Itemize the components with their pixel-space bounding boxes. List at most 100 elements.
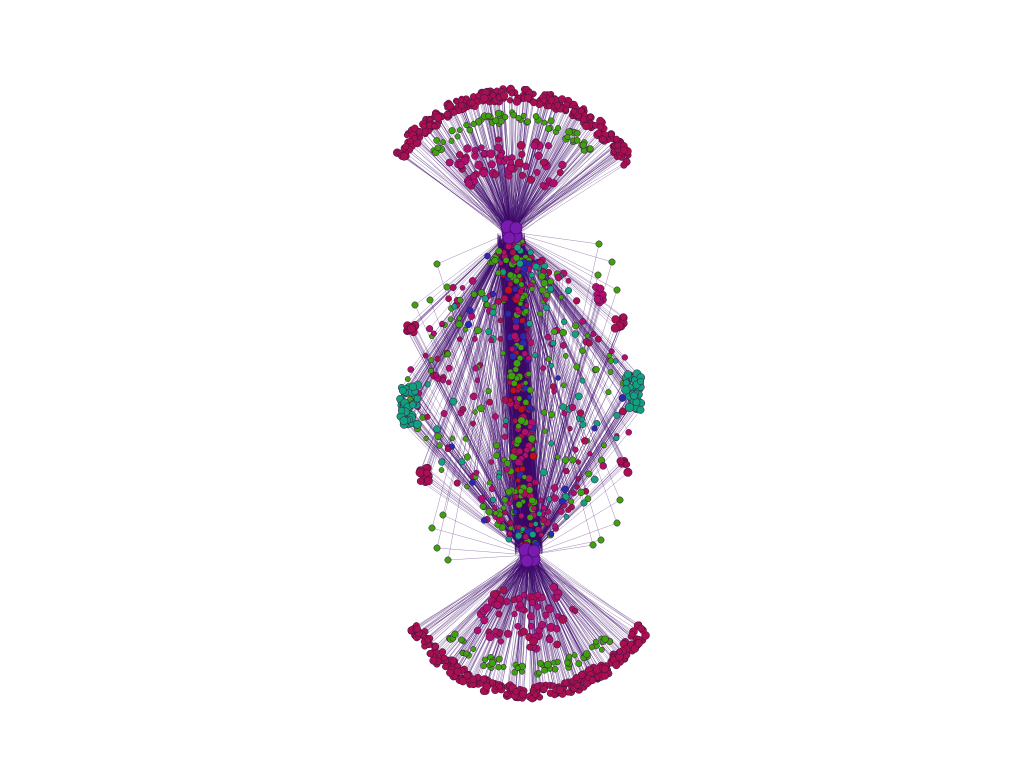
center-node [513, 277, 520, 285]
center-node [509, 352, 517, 361]
side-node [432, 371, 439, 379]
magenta-node [511, 610, 518, 618]
ring-node [614, 141, 621, 149]
side-node [520, 294, 526, 301]
side-node [560, 318, 568, 325]
magenta-node [542, 611, 550, 619]
green-node [434, 144, 442, 152]
ring-node [496, 683, 503, 690]
green-node [480, 662, 488, 670]
side-node [536, 510, 543, 517]
side-node [523, 308, 530, 315]
green-node [547, 117, 555, 125]
side-node [594, 335, 602, 343]
side-node [613, 411, 621, 419]
red-cluster-node [415, 468, 425, 478]
center-node [521, 474, 528, 480]
red-cluster-node [406, 324, 416, 334]
side-node [538, 272, 546, 281]
side-node [445, 364, 453, 372]
side-node [591, 425, 598, 432]
ring-node [431, 122, 438, 130]
center-node [519, 332, 527, 341]
red-cluster-node [623, 460, 631, 468]
side-node [563, 467, 570, 475]
green-node [463, 121, 470, 129]
ring-node [545, 102, 553, 110]
side-node [545, 508, 552, 515]
side-node [518, 281, 525, 288]
side-node [451, 303, 458, 310]
green-node [571, 652, 578, 658]
magenta-node [457, 161, 465, 169]
green-outlier-node [444, 556, 452, 564]
magenta-node [485, 632, 495, 642]
green-node [492, 117, 500, 125]
green-outlier-node [613, 286, 621, 294]
side-node [491, 505, 498, 511]
ring-node [524, 94, 532, 102]
side-node [551, 494, 559, 502]
teal-cluster-node [397, 406, 406, 415]
center-node [509, 346, 516, 353]
side-node [501, 433, 508, 440]
side-node [572, 446, 579, 453]
side-node [621, 354, 628, 361]
side-node [473, 469, 480, 476]
magenta-node [526, 175, 536, 184]
side-node [581, 437, 589, 445]
side-node [561, 410, 568, 417]
magenta-node [538, 621, 547, 629]
side-node [590, 331, 597, 337]
center-node [517, 416, 526, 425]
ring-node [506, 97, 514, 104]
side-node [474, 377, 481, 384]
green-outlier-node [439, 511, 447, 519]
magenta-node [539, 182, 546, 189]
side-node [508, 525, 514, 531]
center-node [534, 526, 542, 534]
side-node [618, 394, 627, 402]
side-node [501, 396, 509, 404]
hubs-layer [500, 219, 541, 568]
side-node [538, 286, 546, 294]
side-node [549, 383, 557, 391]
center-node [526, 404, 534, 412]
side-node [444, 350, 452, 358]
side-node [498, 516, 505, 523]
side-node [540, 365, 547, 372]
center-node [527, 434, 536, 443]
center-node [526, 514, 534, 521]
magenta-node [471, 146, 479, 154]
side-node [462, 435, 469, 442]
teal-cluster-node [630, 391, 639, 400]
side-node [570, 490, 577, 497]
side-node [438, 467, 445, 473]
side-node [497, 317, 504, 324]
side-node [541, 409, 548, 416]
side-node [456, 296, 464, 304]
ring-node [489, 679, 496, 687]
side-node [493, 441, 501, 450]
ring-node [620, 146, 628, 155]
ring-node [572, 673, 581, 682]
ring-node [558, 95, 567, 104]
green-node [458, 636, 465, 644]
green-node [582, 650, 591, 658]
side-node [548, 530, 555, 537]
magenta-node [478, 144, 485, 151]
side-node [459, 406, 467, 413]
side-node [430, 330, 437, 337]
side-node [477, 289, 486, 297]
ring-node [469, 675, 477, 683]
magenta-node [480, 616, 489, 625]
side-node [540, 516, 548, 524]
green-node [544, 660, 552, 669]
green-node [433, 137, 441, 144]
magenta-node [534, 603, 542, 611]
center-node [526, 486, 534, 494]
side-node [486, 479, 493, 486]
center-node [507, 281, 514, 288]
side-node [483, 301, 491, 308]
magenta-node [473, 626, 482, 635]
